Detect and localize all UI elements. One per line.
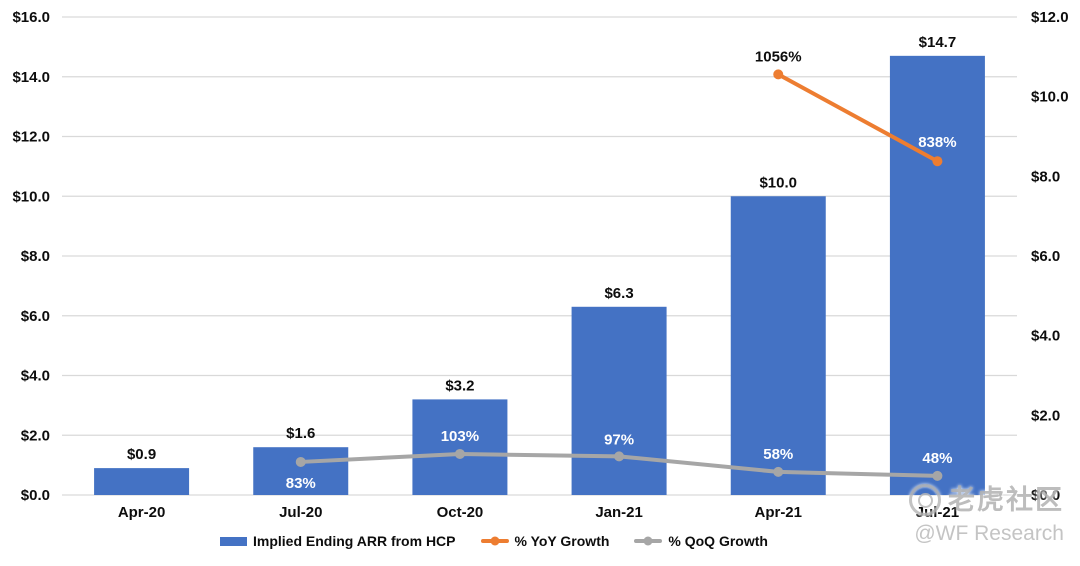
bar <box>730 196 826 495</box>
bar-value-label: $10.0 <box>759 174 797 191</box>
bar <box>253 447 349 495</box>
legend-item-yoy: % YoY Growth <box>480 533 610 549</box>
x-axis-category-label: Oct-20 <box>437 504 484 521</box>
left-axis-tick-label: $2.0 <box>21 427 50 444</box>
yoy-line-swatch-icon <box>480 536 509 546</box>
data-point-marker-icon <box>773 69 784 80</box>
left-axis-tick-label: $12.0 <box>12 129 50 146</box>
left-axis-tick-label: $10.0 <box>12 188 50 205</box>
bar-value-label: $3.2 <box>445 377 474 394</box>
bar-value-label: $6.3 <box>604 285 633 302</box>
point-value-label: 1056% <box>755 48 802 65</box>
left-axis-tick-label: $16.0 <box>12 9 50 26</box>
right-axis-tick-label: $12.0 <box>1031 9 1069 26</box>
x-axis-category-label: Jul-20 <box>279 504 322 521</box>
bar <box>571 306 667 495</box>
data-point-marker-icon <box>932 156 943 167</box>
data-point-marker-icon <box>614 451 625 462</box>
legend-label-arr: Implied Ending ARR from HCP <box>253 533 456 549</box>
data-point-marker-icon <box>454 448 465 459</box>
right-axis-tick-label: $8.0 <box>1031 168 1060 185</box>
data-point-marker-icon <box>773 466 784 477</box>
data-point-marker-icon <box>295 456 306 467</box>
bar <box>889 55 985 496</box>
bar-value-label: $14.7 <box>919 34 957 51</box>
bar <box>94 468 190 495</box>
legend-label-yoy: % YoY Growth <box>514 533 610 549</box>
bar <box>412 399 508 495</box>
point-value-label: 838% <box>918 134 956 151</box>
left-axis-tick-label: $6.0 <box>21 308 50 325</box>
x-axis-category-label: Jan-21 <box>595 504 643 521</box>
qoq-line-swatch-icon <box>634 536 663 546</box>
bar-series-swatch-icon <box>220 536 248 546</box>
left-axis-tick-label: $14.0 <box>12 69 50 86</box>
left-axis-tick-label: $0.0 <box>21 487 50 504</box>
point-value-label: 48% <box>922 450 952 467</box>
bar-value-label: $0.9 <box>127 446 156 463</box>
right-axis-tick-label: $4.0 <box>1031 328 1060 345</box>
right-axis-tick-label: $6.0 <box>1031 248 1060 265</box>
point-value-label: 103% <box>441 428 479 445</box>
left-axis-tick-label: $4.0 <box>21 368 50 385</box>
legend-label-qoq: % QoQ Growth <box>668 533 768 549</box>
right-axis-tick-label: $10.0 <box>1031 89 1069 106</box>
right-axis-tick-label: $2.0 <box>1031 407 1060 424</box>
x-axis-category-label: Jul-21 <box>916 504 959 521</box>
line-series <box>776 72 940 164</box>
left-axis-tick-label: $8.0 <box>21 248 50 265</box>
chart-legend: Implied Ending ARR from HCP % YoY Growth… <box>0 533 1080 549</box>
legend-item-qoq: % QoQ Growth <box>634 533 768 549</box>
legend-item-arr: Implied Ending ARR from HCP <box>220 533 456 549</box>
point-value-label: 58% <box>763 446 793 463</box>
x-axis-category-label: Apr-20 <box>118 504 166 521</box>
x-axis-category-label: Apr-21 <box>754 504 802 521</box>
point-value-label: 83% <box>286 475 316 492</box>
bar-value-label: $1.6 <box>286 425 315 442</box>
data-point-marker-icon <box>932 470 943 481</box>
point-value-label: 97% <box>604 431 634 448</box>
right-axis-tick-label: $0.0 <box>1031 487 1060 504</box>
